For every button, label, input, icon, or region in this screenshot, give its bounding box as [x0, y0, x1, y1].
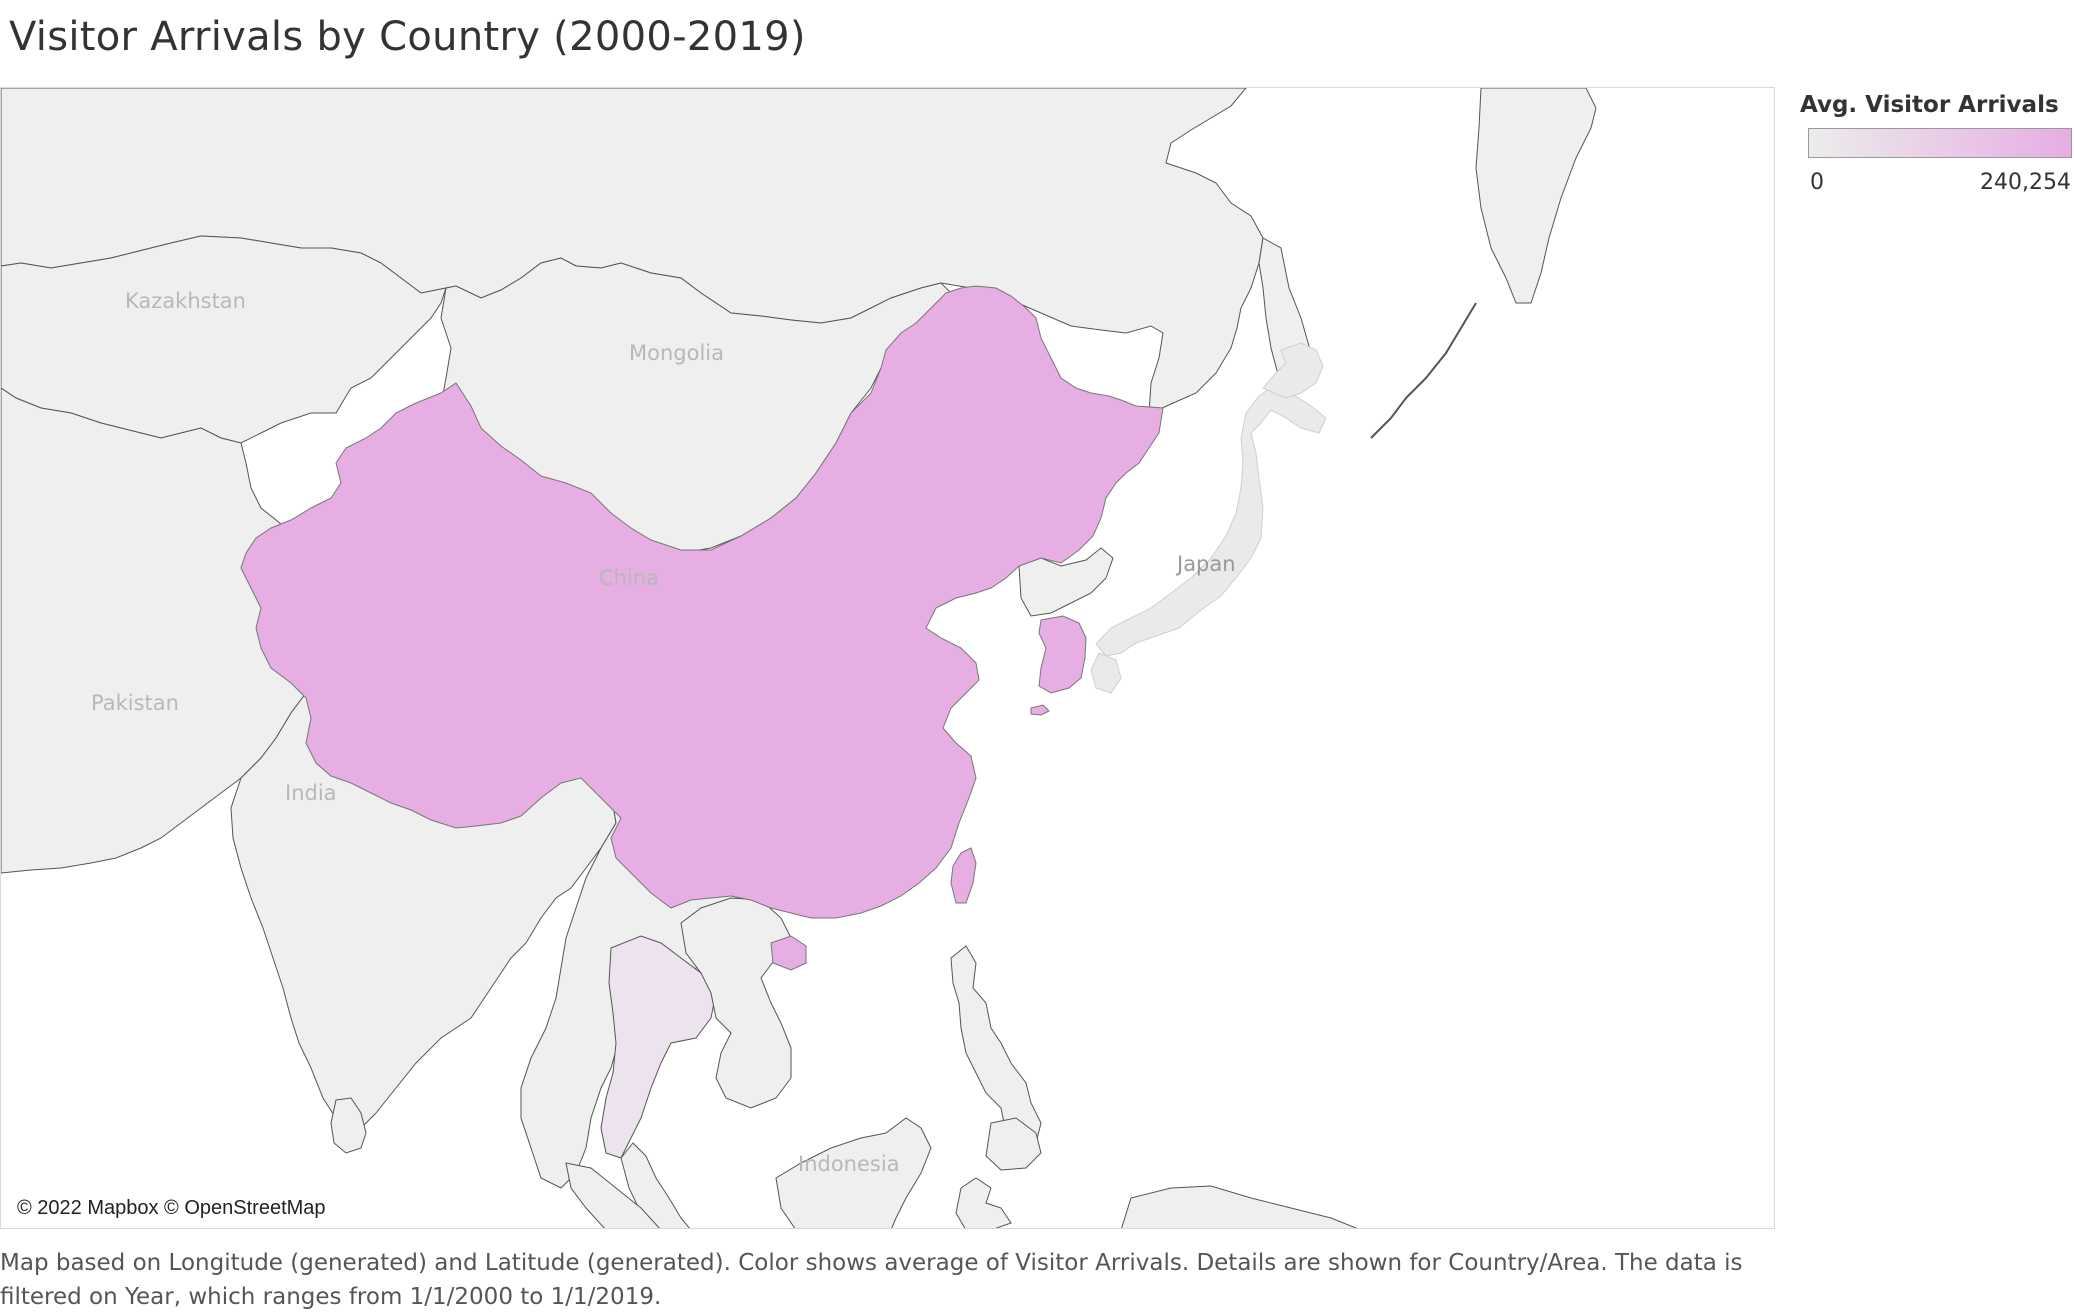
taiwan-land[interactable] — [950, 847, 977, 904]
jeju-island[interactable] — [1030, 704, 1050, 716]
sri-lanka-land[interactable] — [330, 1097, 367, 1154]
color-legend: Avg. Visitor Arrivals 0 240,254 — [1800, 92, 2074, 195]
sulawesi-land[interactable] — [955, 1177, 1012, 1229]
philippines-land[interactable] — [950, 945, 1042, 1149]
map-attribution[interactable]: © 2022 Mapbox © OpenStreetMap — [15, 1197, 328, 1220]
kamchatka-land[interactable] — [1475, 88, 1597, 304]
sumatra-land[interactable] — [565, 1162, 661, 1229]
borneo-land[interactable] — [775, 1117, 932, 1229]
map-view[interactable]: Kazakhstan Mongolia China Japan Pakistan… — [0, 87, 1775, 1229]
kyushu-land[interactable] — [1090, 652, 1122, 694]
page-title: Visitor Arrivals by Country (2000-2019) — [9, 14, 806, 60]
map-label-india: India — [285, 781, 337, 805]
map-label-mongolia: Mongolia — [629, 341, 724, 365]
map-label-japan: Japan — [1175, 552, 1236, 576]
new-guinea-land[interactable] — [1121, 1185, 1361, 1229]
legend-title: Avg. Visitor Arrivals — [1800, 92, 2059, 118]
kuril-islands — [1370, 302, 1477, 439]
legend-max-label: 240,254 — [1980, 170, 2071, 195]
map-label-china: China — [599, 566, 659, 590]
hainan-land[interactable] — [770, 935, 807, 971]
mindanao-land[interactable] — [985, 1117, 1042, 1171]
hokkaido-land[interactable] — [1262, 342, 1324, 399]
japan-land[interactable] — [1095, 387, 1327, 657]
south-korea-land[interactable] — [1038, 615, 1087, 694]
map-caption: Map based on Longitude (generated) and L… — [0, 1250, 1743, 1310]
north-korea-land[interactable] — [1018, 547, 1114, 617]
thailand-land[interactable] — [600, 935, 717, 1159]
map-label-kazakhstan: Kazakhstan — [125, 289, 246, 313]
legend-color-ramp — [1808, 128, 2072, 158]
legend-min-label: 0 — [1810, 170, 1824, 195]
china-land[interactable] — [240, 285, 1164, 919]
map-label-indonesia: Indonesia — [798, 1152, 900, 1176]
map-canvas[interactable]: Kazakhstan Mongolia China Japan Pakistan… — [1, 88, 1775, 1229]
vietnam-land[interactable] — [680, 897, 792, 1109]
map-label-pakistan: Pakistan — [91, 691, 179, 715]
